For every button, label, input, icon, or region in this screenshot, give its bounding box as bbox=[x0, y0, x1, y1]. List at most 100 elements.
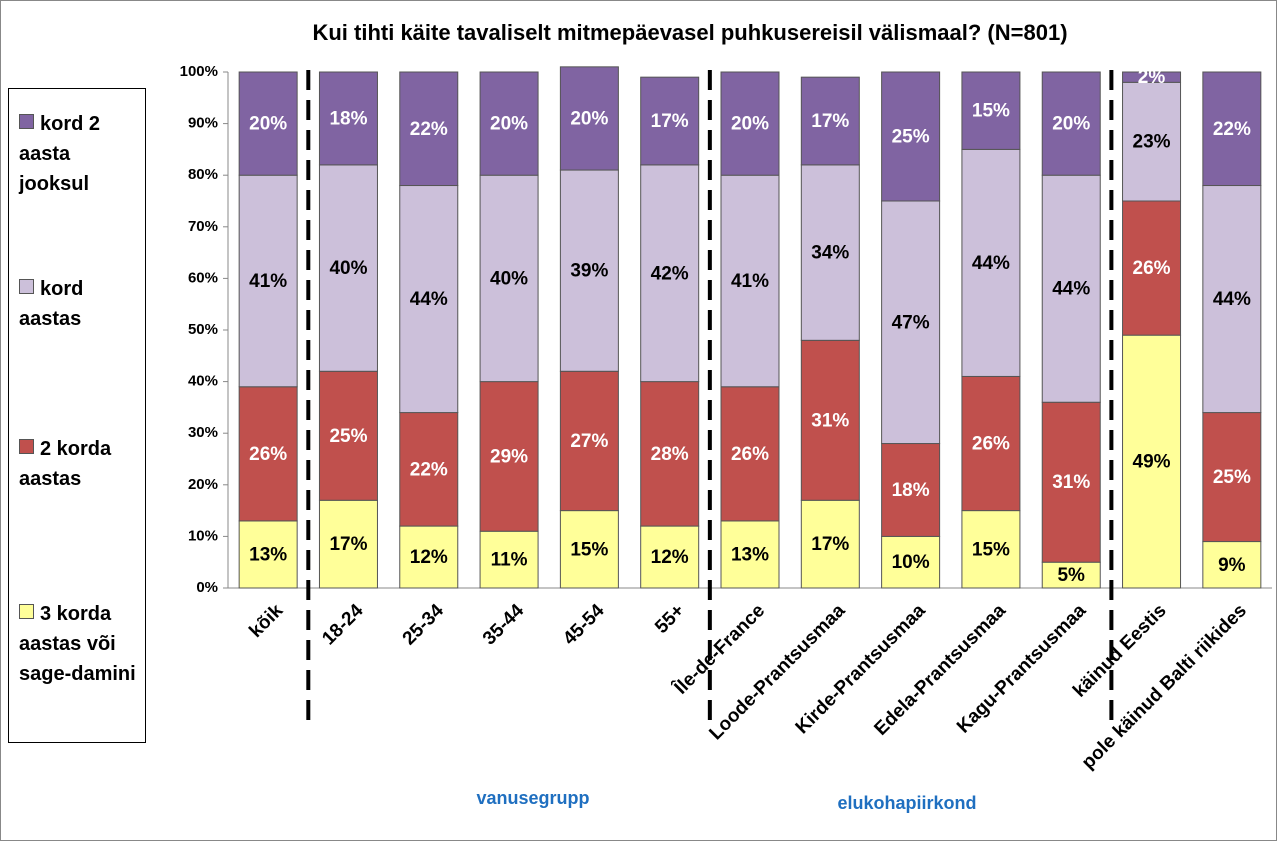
bar-segment bbox=[1202, 71, 1262, 187]
data-label: 26% bbox=[972, 434, 1010, 455]
chart-title: Kui tihti käite tavaliselt mitmepäevasel… bbox=[312, 20, 1067, 45]
data-label: 20% bbox=[1052, 114, 1090, 135]
bar-segment bbox=[881, 71, 941, 202]
data-label: 25% bbox=[892, 127, 930, 148]
bar-segment bbox=[720, 71, 780, 176]
data-label: 13% bbox=[249, 544, 287, 565]
bar-segment bbox=[479, 174, 539, 383]
legend-item: kord 2 aasta jooksul bbox=[19, 109, 139, 199]
data-label: 31% bbox=[1052, 472, 1090, 493]
data-label: 25% bbox=[1213, 467, 1251, 488]
bar-segment bbox=[399, 525, 459, 589]
bar-segment bbox=[881, 443, 941, 537]
legend-item: 2 korda aastas bbox=[19, 434, 139, 494]
data-label: 9% bbox=[1218, 555, 1246, 576]
legend-label: 2 korda aastas bbox=[19, 438, 112, 490]
bar-segment bbox=[720, 386, 780, 522]
data-label: 28% bbox=[651, 444, 689, 465]
y-tick-label: 10% bbox=[188, 527, 218, 544]
data-label: 5% bbox=[1057, 565, 1085, 586]
data-label: 31% bbox=[811, 410, 849, 431]
data-label: 17% bbox=[651, 111, 689, 132]
bar-segment bbox=[399, 185, 459, 414]
bar-segment bbox=[961, 71, 1021, 150]
bar-segment bbox=[238, 386, 298, 522]
data-label: 34% bbox=[811, 243, 849, 264]
legend-label: kord aastas bbox=[19, 278, 84, 330]
data-label: 22% bbox=[410, 119, 448, 140]
bar-segment bbox=[238, 174, 298, 388]
bar-segment bbox=[1041, 71, 1101, 176]
y-tick-label: 60% bbox=[188, 269, 218, 286]
y-tick-label: 30% bbox=[188, 424, 218, 441]
bar-segment bbox=[559, 66, 619, 171]
data-label: 42% bbox=[651, 263, 689, 284]
data-label: 40% bbox=[490, 268, 528, 289]
data-label: 20% bbox=[570, 108, 608, 129]
data-label: 18% bbox=[892, 480, 930, 501]
data-label: 10% bbox=[892, 552, 930, 573]
data-label: 29% bbox=[490, 446, 528, 467]
bar-segment bbox=[479, 71, 539, 176]
x-tick-label: Edela-Prantsusmaa bbox=[870, 600, 1010, 740]
bar-segment bbox=[399, 412, 459, 527]
x-tick-label: Loode-Prantsusmaa bbox=[705, 600, 849, 744]
data-label: 44% bbox=[972, 253, 1010, 274]
bar-segment bbox=[399, 71, 459, 187]
legend-item: 3 korda aastas või sage-damini bbox=[19, 599, 139, 689]
legend-swatch bbox=[19, 114, 34, 129]
bar-segment bbox=[961, 375, 1021, 512]
bar-segment bbox=[318, 71, 378, 166]
data-label: 2% bbox=[1138, 67, 1166, 88]
data-label: 11% bbox=[491, 550, 528, 571]
data-label: 44% bbox=[410, 289, 448, 310]
x-tick-label: 25-34 bbox=[399, 600, 449, 650]
data-label: 26% bbox=[249, 444, 287, 465]
y-tick-label: 50% bbox=[188, 321, 218, 338]
x-tick-label: 35-44 bbox=[479, 600, 529, 650]
legend: kord 2 aasta jooksul kord aastas 2 korda a… bbox=[8, 88, 146, 743]
data-label: 20% bbox=[731, 114, 769, 135]
bar-segment bbox=[318, 499, 378, 589]
legend-label: 3 korda aastas või sage-damini bbox=[19, 603, 136, 685]
data-label: 26% bbox=[1133, 258, 1171, 279]
data-label: 41% bbox=[731, 271, 769, 292]
y-tick-label: 0% bbox=[196, 579, 218, 596]
data-label: 17% bbox=[811, 111, 849, 132]
data-label: 27% bbox=[570, 431, 608, 452]
group-label: elukohapiirkond bbox=[837, 793, 976, 813]
bar-segment bbox=[640, 76, 700, 166]
data-label: 15% bbox=[570, 539, 608, 560]
bar-segment bbox=[1122, 81, 1182, 202]
data-label: 22% bbox=[410, 459, 448, 480]
bar-segment bbox=[1202, 185, 1262, 414]
bar-segment bbox=[1041, 174, 1101, 403]
y-tick-label: 70% bbox=[188, 218, 218, 235]
y-tick-label: 40% bbox=[188, 373, 218, 390]
bar-segment bbox=[238, 520, 298, 589]
data-label: 12% bbox=[651, 547, 689, 568]
data-label: 25% bbox=[329, 426, 367, 447]
data-label: 41% bbox=[249, 271, 287, 292]
bar-segment bbox=[961, 510, 1021, 589]
data-label: 39% bbox=[570, 261, 608, 282]
data-label: 40% bbox=[329, 258, 367, 279]
data-label: 47% bbox=[892, 312, 930, 333]
x-tick-label: 55+ bbox=[651, 600, 689, 638]
bar-segment bbox=[800, 76, 860, 166]
bar-segment bbox=[720, 520, 780, 589]
bar-segment bbox=[800, 339, 860, 501]
data-label: 17% bbox=[329, 534, 367, 555]
data-label: 26% bbox=[731, 444, 769, 465]
bar-segment bbox=[1122, 200, 1182, 336]
bar-segment bbox=[1041, 401, 1101, 563]
data-label: 12% bbox=[410, 547, 448, 568]
data-label: 15% bbox=[972, 101, 1010, 122]
data-label: 15% bbox=[972, 539, 1010, 560]
group-label: vanusegrupp bbox=[476, 788, 589, 808]
data-label: 17% bbox=[811, 534, 849, 555]
bar-segment bbox=[800, 164, 860, 341]
bar-segment bbox=[238, 71, 298, 176]
data-label: 20% bbox=[490, 114, 528, 135]
